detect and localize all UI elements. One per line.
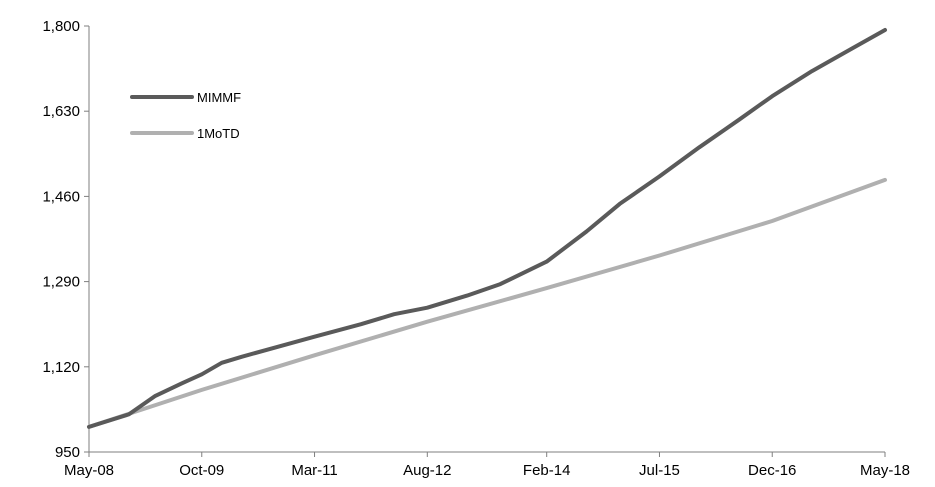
data-point-1motd	[200, 388, 204, 392]
x-tick-label: Dec-16	[748, 462, 796, 479]
data-point-mimmf	[697, 145, 701, 149]
data-point-mimmf	[737, 118, 741, 122]
data-point-mimmf	[240, 355, 244, 359]
data-point-mimmf	[312, 335, 317, 339]
series-line-mimmf	[87, 28, 887, 429]
data-point-mimmf	[127, 412, 131, 416]
y-tick-group: 950 1,120 1,290 1,460 1,630 1,800	[42, 18, 89, 461]
legend-label-mimmf: MIMMF	[197, 90, 241, 105]
data-point-mimmf	[498, 282, 502, 286]
x-tick-label: May-18	[860, 462, 910, 479]
legend-label-1motd: 1MoTD	[197, 126, 240, 141]
legend: MIMMF 1MoTD	[130, 90, 241, 141]
y-tick-label: 1,460	[42, 188, 80, 205]
x-tick-label: Oct-09	[179, 462, 224, 479]
data-point-mimmf	[359, 322, 363, 326]
series-line-1motd	[87, 177, 887, 429]
x-tick-group: May-08 Oct-09 Mar-11 Aug-12 Feb-14 Jul-15 Dec-…	[64, 452, 910, 479]
data-point-mimmf	[618, 202, 622, 206]
x-tick-label: Mar-11	[291, 462, 337, 479]
x-tick-label: Feb-14	[523, 462, 571, 479]
axes	[88, 26, 885, 453]
data-point-mimmf	[584, 229, 589, 234]
y-tick-label: 1,290	[42, 274, 80, 291]
data-point-mimmf	[770, 94, 774, 98]
x-tick-label: Aug-12	[403, 462, 451, 479]
data-point-1motd	[545, 286, 549, 290]
data-point-mimmf	[153, 394, 157, 398]
data-point-mimmf	[180, 381, 184, 385]
y-tick-label: 950	[55, 444, 80, 461]
y-tick-label: 1,630	[42, 103, 80, 120]
y-tick-label: 1,120	[42, 359, 80, 376]
data-point-mimmf	[545, 260, 549, 264]
data-point-mimmf	[425, 306, 429, 310]
data-point-mimmf	[810, 69, 814, 73]
data-point-1motd	[883, 178, 887, 182]
data-point-1motd	[657, 253, 662, 258]
data-point-mimmf	[87, 425, 91, 429]
data-point-mimmf	[465, 294, 469, 298]
data-point-mimmf	[657, 174, 662, 178]
x-tick-label: May-08	[64, 462, 114, 479]
data-point-mimmf	[200, 372, 204, 376]
data-point-1motd	[312, 353, 317, 357]
data-point-mimmf	[220, 361, 224, 365]
data-point-1motd	[425, 320, 429, 324]
series-group	[87, 28, 887, 429]
data-point-mimmf	[883, 28, 887, 32]
data-point-1motd	[770, 219, 774, 223]
y-tick-label: 1,800	[42, 18, 80, 35]
data-point-mimmf	[850, 47, 854, 51]
data-point-mimmf	[279, 344, 283, 348]
data-point-mimmf	[392, 312, 396, 316]
x-tick-label: Jul-15	[639, 462, 680, 479]
